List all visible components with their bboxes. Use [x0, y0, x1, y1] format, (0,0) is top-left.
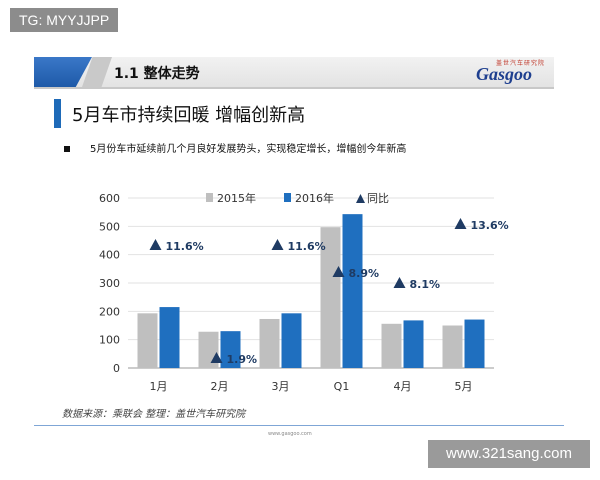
source-divider [34, 425, 564, 426]
ratio-marker [149, 239, 162, 250]
legend-label: 2016年 [295, 191, 334, 205]
y-tick-label: 200 [99, 305, 120, 318]
bottom-watermark: www.321sang.com [428, 440, 590, 468]
section-label: 1.1 整体走势 [114, 66, 200, 82]
ratio-label: 8.1% [410, 278, 441, 291]
x-tick-label: 1月 [150, 380, 168, 393]
bar-2015年-5月 [442, 325, 463, 368]
section-header-band [34, 57, 554, 89]
y-tick-label: 400 [99, 249, 120, 262]
bar-2016年-5月 [464, 319, 485, 368]
axis-labels: 0 100 200 300 400 500 600 1月 2月 3月 Q1 4月 5月 [99, 192, 473, 393]
y-tick-label: 300 [99, 277, 120, 290]
y-tick-label: 100 [99, 334, 120, 347]
ratio-marker [454, 218, 467, 229]
bullet-marker [64, 146, 70, 152]
bar-2016年-1月 [159, 307, 180, 368]
bar-2015年-3月 [259, 318, 280, 368]
ratio-label: 8.9% [349, 267, 380, 280]
chart-legend: 2015年 2016年 同比 [206, 191, 389, 205]
y-tick-label: 500 [99, 220, 120, 233]
x-tick-label: 4月 [394, 380, 412, 393]
y-grid [128, 197, 494, 369]
x-tick-label: 5月 [455, 380, 473, 393]
ratio-marker [393, 277, 406, 288]
x-tick-label: 3月 [272, 380, 290, 393]
ratio-marker [332, 266, 345, 277]
bar-2016年-Q1 [342, 214, 363, 368]
ratio-label: 11.6% [288, 240, 326, 253]
bar-2015年-1月 [137, 313, 158, 368]
y-tick-label: 600 [99, 192, 120, 205]
legend-label: 2015年 [217, 191, 256, 205]
legend-swatch [284, 193, 291, 202]
footer-url: www.gasgoo.com [268, 431, 312, 437]
ratio-label: 1.9% [227, 353, 258, 366]
bar-2015年-4月 [381, 323, 402, 368]
x-tick-label: 2月 [211, 380, 229, 393]
bullet-text: 5月份车市延续前几个月良好发展势头，实现稳定增长，增幅创今年新高 [90, 144, 407, 155]
slide-title: 5月车市持续回暖 增幅创新高 [72, 105, 306, 126]
bar-2015年-Q1 [320, 227, 341, 368]
top-watermark: TG: MYYJJPP [10, 8, 119, 32]
bar-2016年-3月 [281, 313, 302, 368]
title-accent-bar [54, 99, 61, 128]
ratio-marker [210, 352, 223, 363]
legend-swatch [356, 194, 365, 203]
legend-label: 同比 [367, 192, 389, 205]
x-tick-label: Q1 [334, 380, 350, 393]
ratio-label: 13.6% [471, 219, 509, 232]
bar-2016年-2月 [220, 331, 241, 368]
logo-caption: 盖世汽车研究院 [496, 60, 546, 67]
data-source: 数据来源：乘联会 整理：盖世汽车研究院 [62, 409, 246, 420]
ratio-marks: 11.6% 1.9% 11.6% 8.9% 8.1% 13.6% [149, 218, 509, 366]
bar-2016年-4月 [403, 320, 424, 368]
gasgoo-logo: 盖世汽车研究院 Gasgoo [472, 58, 558, 84]
legend-swatch [206, 193, 213, 202]
logo-wordmark: Gasgoo [476, 64, 533, 84]
y-tick-label: 0 [113, 362, 120, 375]
ratio-marker [271, 239, 284, 250]
bar-marks [137, 214, 485, 368]
ratio-label: 11.6% [166, 240, 204, 253]
